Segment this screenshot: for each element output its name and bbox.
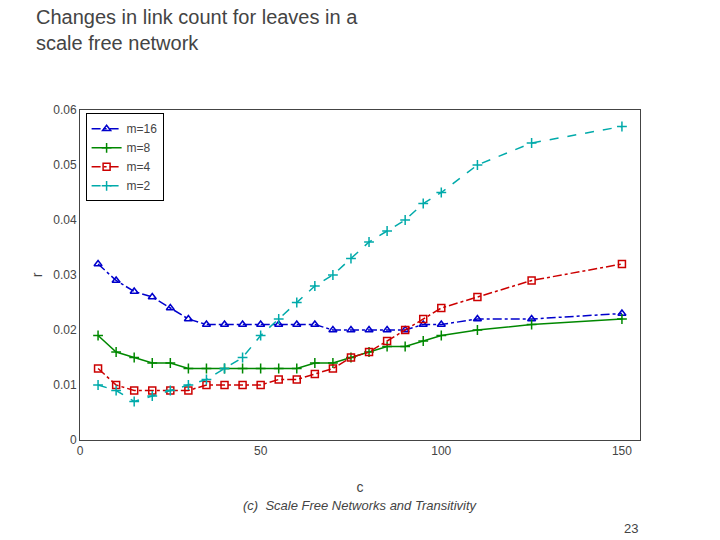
- svg-text:0.02: 0.02: [53, 323, 77, 337]
- svg-text:100: 100: [431, 444, 451, 458]
- svg-text:m=2: m=2: [127, 179, 151, 193]
- svg-text:m=8: m=8: [127, 141, 151, 155]
- svg-text:150: 150: [612, 444, 632, 458]
- svg-text:50: 50: [254, 444, 268, 458]
- svg-text:(c) Scale Free Networks and T: (c) Scale Free Networks and Transitivity: [243, 498, 478, 513]
- svg-text:m=16: m=16: [127, 122, 158, 136]
- svg-text:0.01: 0.01: [53, 378, 77, 392]
- svg-text:r: r: [29, 272, 45, 277]
- svg-text:0.04: 0.04: [53, 213, 77, 227]
- svg-text:0: 0: [70, 433, 77, 447]
- svg-text:Changes in link count for leav: Changes in link count for leaves in asca…: [36, 6, 358, 54]
- svg-text:0.05: 0.05: [53, 158, 77, 172]
- svg-text:0.03: 0.03: [53, 268, 77, 282]
- svg-text:c: c: [357, 479, 364, 495]
- svg-text:m=4: m=4: [127, 160, 151, 174]
- svg-text:0: 0: [77, 444, 84, 458]
- svg-text:0.06: 0.06: [53, 103, 77, 117]
- svg-text:23: 23: [624, 521, 638, 536]
